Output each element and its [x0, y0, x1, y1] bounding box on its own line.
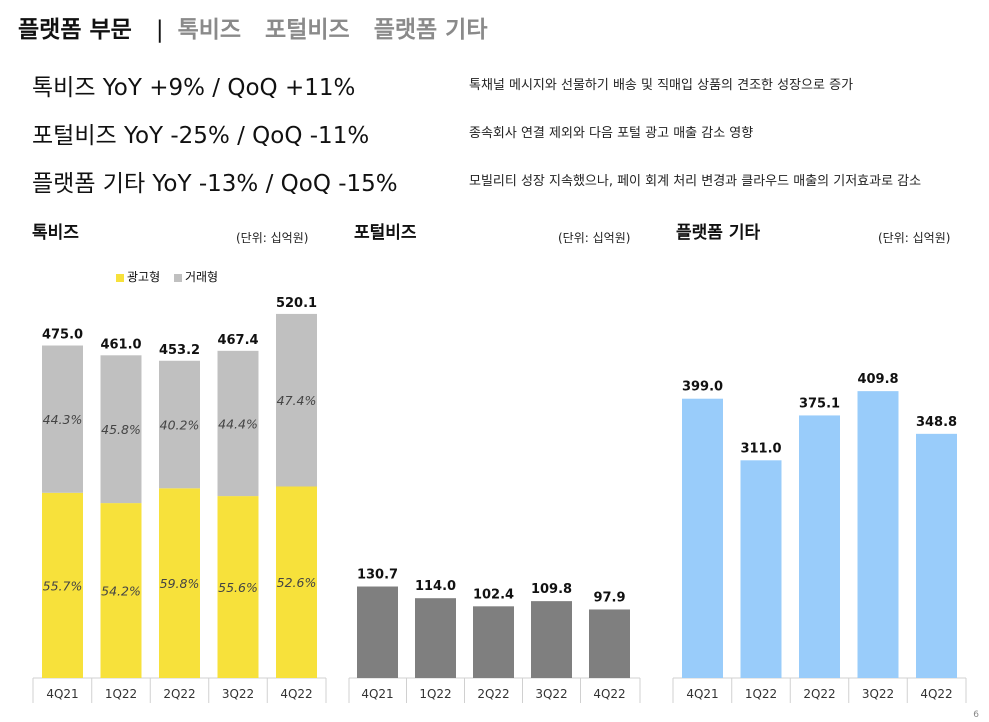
segment-label-ad: 59.8%: [160, 576, 200, 591]
segment-label-ad: 52.6%: [277, 575, 317, 590]
bar-segment-ad: [217, 496, 259, 678]
segment-label-commerce: 44.3%: [43, 412, 83, 427]
bar: [531, 601, 572, 678]
bar-total-label: 467.4: [217, 333, 258, 348]
kpi-talkbiz: 톡비즈 YoY +9% / QoQ +11%: [32, 75, 356, 101]
bar-segment-commerce: [217, 350, 259, 497]
legend-swatch-ad: [116, 273, 124, 282]
bar-value-label: 97.9: [593, 590, 625, 605]
bar-value-label: 399.0: [682, 380, 723, 395]
bar: [415, 598, 456, 678]
x-tick-label: 3Q22: [222, 687, 254, 701]
legend-item-ad: 광고형: [116, 270, 160, 284]
bar: [916, 433, 957, 678]
bar-value-label: 375.1: [799, 396, 840, 411]
tab-separator: |: [155, 17, 164, 43]
chart-title-platform-etc: 플랫폼 기타: [676, 223, 761, 243]
bar-value-label: 114.0: [415, 579, 456, 594]
kpi-portalbiz-note: 종속회사 연결 제외와 다음 포털 광고 매출 감소 영향: [469, 126, 754, 141]
bar-total-label: 475.0: [42, 328, 83, 343]
tab-platform-etc[interactable]: 플랫폼 기타: [373, 17, 488, 43]
x-tick-label: 2Q22: [163, 687, 195, 701]
x-tick-label: 4Q21: [361, 687, 393, 701]
segment-label-commerce: 47.4%: [277, 393, 317, 408]
bar-value-label: 109.8: [531, 582, 572, 597]
bar-total-label: 520.1: [276, 296, 317, 311]
bar: [740, 460, 782, 678]
segment-label-commerce: 44.4%: [218, 416, 258, 431]
kpi-talkbiz-note: 톡채널 메시지와 선물하기 배송 및 직매입 상품의 견조한 성장으로 증가: [469, 78, 854, 93]
tab-talkbiz[interactable]: 톡비즈: [177, 17, 242, 43]
section-tabs: 플랫폼 부문 | 톡비즈 포털비즈 플랫폼 기타: [18, 10, 512, 44]
legend-label-ad: 광고형: [127, 270, 161, 284]
bar-value-label: 409.8: [857, 372, 898, 387]
chart-title-talkbiz: 톡비즈: [32, 223, 79, 243]
bar: [682, 398, 723, 678]
tab-platform[interactable]: 플랫폼 부문: [18, 17, 132, 43]
x-tick-label: 2Q22: [803, 687, 835, 701]
bar: [589, 609, 630, 678]
bar-value-label: 130.7: [357, 568, 398, 583]
tab-portalbiz[interactable]: 포털비즈: [265, 17, 350, 43]
bar-segment-commerce: [276, 313, 317, 487]
legend-swatch-commerce: [173, 273, 182, 282]
unit-talkbiz: (단위: 십억원): [236, 231, 309, 245]
bar: [857, 391, 899, 678]
x-tick-label: 3Q22: [862, 687, 894, 701]
bar-value-label: 348.8: [916, 415, 957, 430]
x-tick-label: 3Q22: [535, 687, 567, 701]
unit-portalbiz: (단위: 십억원): [558, 231, 631, 245]
legend-label-commerce: 거래형: [184, 270, 219, 284]
segment-label-commerce: 40.2%: [160, 418, 200, 433]
legend: 광고형 거래형: [116, 268, 228, 285]
bar-total-label: 461.0: [100, 337, 141, 352]
bar: [799, 415, 840, 678]
bar-value-label: 102.4: [473, 587, 514, 602]
bar-segment-ad: [100, 503, 142, 678]
kpi-platform-etc-note: 모빌리티 성장 지속했으나, 페이 회계 처리 변경과 클라우드 매출의 기저효…: [469, 174, 922, 189]
x-tick-label: 2Q22: [477, 687, 509, 701]
bar: [357, 586, 398, 678]
bar-total-label: 453.2: [159, 343, 200, 358]
bar-segment-commerce: [42, 345, 83, 493]
segment-label-ad: 54.2%: [101, 584, 141, 599]
page-number: 6: [973, 710, 979, 720]
x-tick-label: 4Q21: [46, 687, 78, 701]
bar-segment-ad: [159, 488, 200, 678]
unit-platform-etc: (단위: 십억원): [878, 231, 951, 245]
x-tick-label: 4Q22: [593, 687, 625, 701]
segment-label-ad: 55.6%: [218, 580, 258, 595]
segment-label-ad: 55.7%: [43, 578, 83, 593]
bar-segment-commerce: [100, 355, 142, 504]
x-tick-label: 4Q22: [920, 687, 952, 701]
bar: [473, 606, 514, 678]
kpi-platform-etc: 플랫폼 기타 YoY -13% / QoQ -15%: [32, 171, 398, 197]
segment-label-commerce: 45.8%: [101, 422, 141, 437]
x-tick-label: 4Q22: [280, 687, 312, 701]
legend-item-commerce: 거래형: [173, 270, 219, 284]
bar-segment-ad: [42, 492, 83, 678]
x-tick-label: 1Q22: [419, 687, 451, 701]
bar-segment-ad: [276, 486, 317, 678]
kpi-portalbiz: 포털비즈 YoY -25% / QoQ -11%: [32, 123, 370, 149]
x-tick-label: 1Q22: [105, 687, 137, 701]
chart-title-portalbiz: 포털비즈: [354, 223, 417, 243]
bar-segment-commerce: [159, 360, 200, 489]
bar-value-label: 311.0: [740, 441, 781, 456]
x-tick-label: 4Q21: [686, 687, 718, 701]
x-tick-label: 1Q22: [745, 687, 777, 701]
